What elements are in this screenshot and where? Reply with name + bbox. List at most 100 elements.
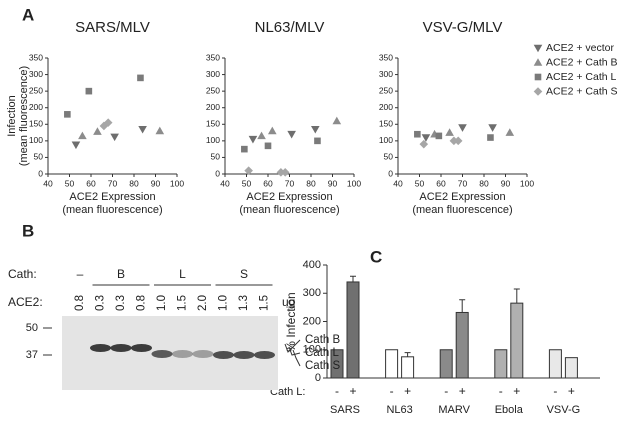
- x-tick-label: 50: [65, 178, 75, 188]
- x-axis-label: (mean fluorescence): [412, 204, 512, 216]
- band-pointer: [284, 339, 301, 353]
- band: [172, 350, 193, 358]
- x-tick-label: 90: [328, 178, 338, 188]
- band: [90, 344, 111, 352]
- marker: [435, 132, 443, 140]
- series: [78, 126, 165, 140]
- marker: [71, 141, 81, 150]
- error-bar: [459, 299, 466, 313]
- legend-label: ACE2 + vector: [546, 42, 614, 54]
- marker: [505, 128, 515, 136]
- marker: [110, 133, 119, 142]
- marker: [332, 116, 342, 125]
- category-label: SARS: [330, 404, 360, 416]
- x-tick-label: 70: [458, 178, 468, 188]
- band: [213, 351, 234, 359]
- series: [430, 128, 515, 138]
- marker: [445, 128, 454, 136]
- category-label: VSV-G: [547, 404, 581, 416]
- y-tick-label: 250: [379, 85, 393, 95]
- category-label: MARV: [438, 404, 470, 416]
- marker: [64, 111, 71, 118]
- band: [151, 350, 173, 358]
- y-tick-label: 50: [34, 152, 44, 162]
- x-tick-label: 90: [501, 178, 511, 188]
- error-bar: [404, 352, 411, 357]
- sign-label: -: [499, 384, 503, 398]
- marker: [458, 124, 467, 132]
- marker: [155, 126, 165, 135]
- marker: [419, 139, 429, 149]
- series: [419, 136, 463, 149]
- y-axis-label: % Infection: [284, 292, 298, 351]
- series: [71, 125, 147, 150]
- marker: [488, 124, 497, 132]
- marker: [280, 168, 290, 177]
- y-tick-label: 0: [215, 168, 220, 178]
- x-tick-label: 100: [347, 178, 361, 188]
- x-tick-label: 100: [520, 178, 534, 188]
- marker: [533, 87, 543, 96]
- bar: [564, 357, 578, 379]
- y-tick-label: 0: [315, 372, 321, 384]
- x-tick-label: 50: [415, 178, 425, 188]
- marker: [241, 145, 248, 153]
- x-tick-label: 50: [242, 178, 252, 188]
- bar: [401, 356, 415, 379]
- marker: [414, 130, 421, 138]
- category-label: NL63: [386, 404, 412, 416]
- band-pointer: [288, 346, 301, 356]
- lane-amount: 1.0: [218, 295, 230, 311]
- y-tick-label: 100: [29, 135, 43, 145]
- sign-label: +: [404, 384, 411, 398]
- chart-title: VSV-G/MLV: [423, 19, 503, 36]
- marker: [103, 118, 113, 127]
- sign-label: -: [444, 384, 448, 398]
- lane-amount: 2.0: [197, 295, 209, 311]
- y-tick-label: 300: [29, 69, 43, 79]
- y-tick-label: 300: [303, 287, 321, 299]
- x-tick-label: 70: [108, 178, 118, 188]
- marker: [137, 74, 144, 82]
- y-tick-label: 350: [206, 52, 220, 62]
- chart-title: SARS/MLV: [75, 19, 150, 36]
- y-tick-label: 200: [303, 315, 321, 327]
- marker: [287, 130, 296, 139]
- series: [248, 125, 320, 144]
- band: [110, 344, 132, 352]
- series: [421, 124, 497, 142]
- y-tick-label: 200: [29, 102, 43, 112]
- row-label: Cath:: [8, 267, 37, 281]
- group-label: L: [179, 267, 186, 281]
- category-label: Ebola: [495, 404, 524, 416]
- band-label: Cath B: [305, 334, 340, 346]
- x-tick-label: 60: [86, 178, 96, 188]
- marker: [533, 58, 543, 66]
- y-tick-label: 300: [206, 69, 220, 79]
- sign-label: +: [568, 384, 575, 398]
- bar: [346, 281, 360, 379]
- marker: [453, 136, 463, 146]
- x-axis-label: ACE2 Expression: [419, 191, 505, 203]
- group-label: B: [117, 267, 125, 281]
- legend-label: ACE2 + Cath B: [546, 56, 618, 68]
- lane-amount: 0.3: [115, 295, 127, 311]
- unit-label: ug: [282, 295, 295, 309]
- y-tick-label: 100: [379, 135, 393, 145]
- panel-letter: B: [22, 221, 34, 240]
- bar: [439, 349, 453, 379]
- sign-label: -: [335, 384, 339, 398]
- bar: [330, 349, 344, 379]
- x-tick-label: 80: [306, 178, 316, 188]
- bar: [548, 349, 562, 379]
- x-tick-label: 80: [479, 178, 489, 188]
- lane-amount: 0.3: [95, 295, 107, 311]
- error-bar: [350, 275, 356, 282]
- y-tick-label: 250: [206, 85, 220, 95]
- y-tick-label: 150: [379, 119, 393, 129]
- series: [64, 74, 144, 118]
- lane-amount: 1.3: [238, 295, 250, 311]
- panel-letter: A: [22, 5, 34, 24]
- marker: [257, 131, 266, 140]
- chart-title: NL63/MLV: [255, 19, 325, 36]
